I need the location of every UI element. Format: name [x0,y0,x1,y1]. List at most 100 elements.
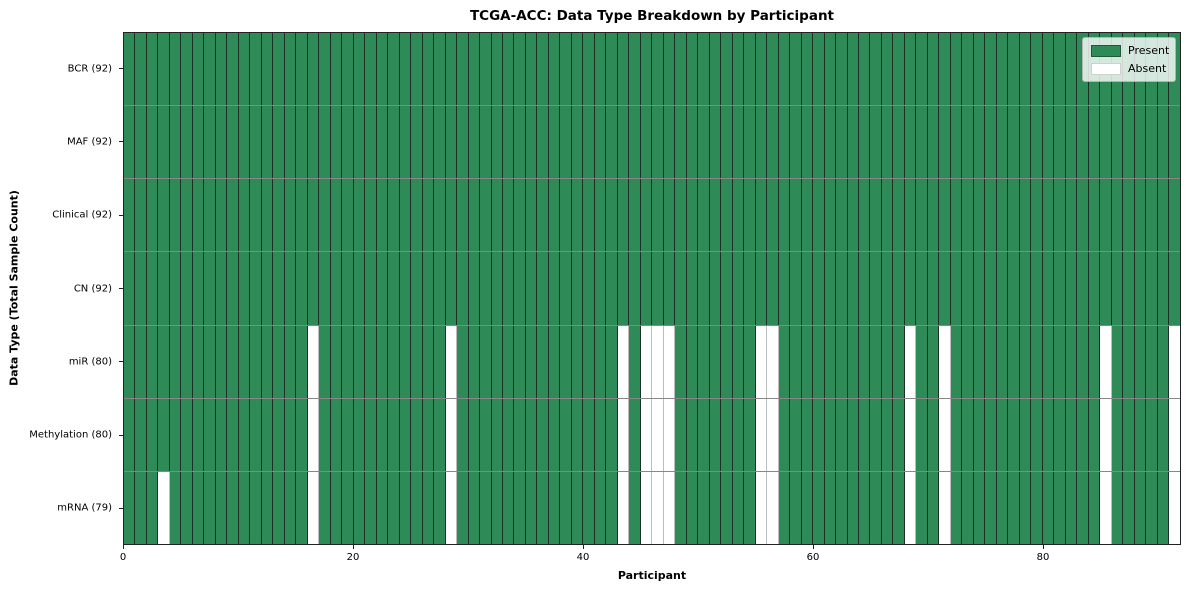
heatmap-cell [985,252,997,325]
heatmap-cell [491,179,503,252]
heatmap-cell [1134,398,1147,471]
legend-absent-label: Absent [1128,62,1167,75]
heatmap-cell [916,252,928,325]
heatmap-cell [950,471,963,544]
heatmap-cell [330,179,343,252]
heatmap-cell [124,179,136,252]
heatmap-cell [227,33,239,106]
heatmap-cell [135,252,147,325]
heatmap-cell [204,325,216,398]
heatmap-cell [1042,33,1055,106]
heatmap-cell [422,252,435,325]
heatmap-cell [146,398,159,471]
heatmap-cell [204,106,216,179]
heatmap-cell [1146,252,1158,325]
y-tick-mark [119,214,123,216]
heatmap-cell [457,33,469,106]
heatmap-cell [307,325,320,398]
heatmap-cell [881,33,894,106]
heatmap-cell [250,106,262,179]
heatmap-cell [261,33,274,106]
heatmap-cell [571,471,584,544]
heatmap-cell [284,471,297,544]
heatmap-cell [939,252,951,325]
heatmap-cell [319,179,331,252]
heatmap-cell [261,325,274,398]
heatmap-row-Clinical [124,178,1180,252]
heatmap-cell [1134,325,1147,398]
heatmap-cell [1065,398,1078,471]
heatmap-cell [904,252,917,325]
heatmap-cell [870,179,882,252]
heatmap-cell [709,33,722,106]
heatmap-cell [1065,179,1078,252]
heatmap-cell [146,471,159,544]
heatmap-cell [859,398,871,471]
heatmap-cell [1008,33,1020,106]
heatmap-cell [1111,471,1124,544]
heatmap-cell [204,179,216,252]
heatmap-cell [996,33,1009,106]
heatmap-cell [1031,398,1043,471]
heatmap-cell [399,471,412,544]
heatmap-cell [594,398,607,471]
heatmap-cell [1157,179,1170,252]
heatmap-cell [1169,325,1180,398]
heatmap-cell [790,179,802,252]
heatmap-cell [973,252,986,325]
heatmap-cell [537,325,549,398]
heatmap-cell [606,106,618,179]
heatmap-cell [583,252,595,325]
heatmap-cell [1123,471,1135,544]
heatmap-cell [399,398,412,471]
heatmap-cell [342,398,354,471]
heatmap-cell [296,33,308,106]
y-tick-mark [119,288,123,289]
heatmap-cell [755,179,768,252]
heatmap-cell [640,471,653,544]
heatmap-cell [1077,471,1089,544]
heatmap-cell [537,398,549,471]
heatmap-cell [801,252,814,325]
heatmap-cell [491,252,503,325]
heatmap-cell [480,325,492,398]
heatmap-cell [629,33,641,106]
heatmap-cell [284,106,297,179]
heatmap-cell [721,398,733,471]
heatmap-cell [1042,471,1055,544]
heatmap-cell [1111,106,1124,179]
heatmap-cell [640,325,653,398]
heatmap-cell [169,252,182,325]
heatmap-cell [847,471,859,544]
heatmap-cell [836,106,848,179]
heatmap-cell [939,33,951,106]
heatmap-cell [1169,471,1180,544]
heatmap-cell [238,106,251,179]
legend-absent-swatch [1091,62,1121,75]
heatmap-cell [422,179,435,252]
heatmap-cell [227,252,239,325]
heatmap-cell [146,33,159,106]
heatmap-cell [1157,106,1170,179]
heatmap-cell [192,252,205,325]
heatmap-cell [560,179,572,252]
heatmap-cell [996,325,1009,398]
heatmap-cell [181,106,193,179]
heatmap-cell [537,106,549,179]
heatmap-cell [273,179,285,252]
heatmap-cell [514,471,526,544]
heatmap-cell [583,398,595,471]
heatmap-cell [124,398,136,471]
heatmap-cell [124,471,136,544]
x-tick-mark [353,545,354,549]
heatmap-cell [388,471,400,544]
heatmap-cell [388,252,400,325]
heatmap-cell [1054,398,1066,471]
heatmap-cell [525,252,538,325]
heatmap-cell [273,33,285,106]
heatmap-cell [514,106,526,179]
heatmap-cell [686,398,699,471]
heatmap-cell [353,106,366,179]
heatmap-cell [904,33,917,106]
